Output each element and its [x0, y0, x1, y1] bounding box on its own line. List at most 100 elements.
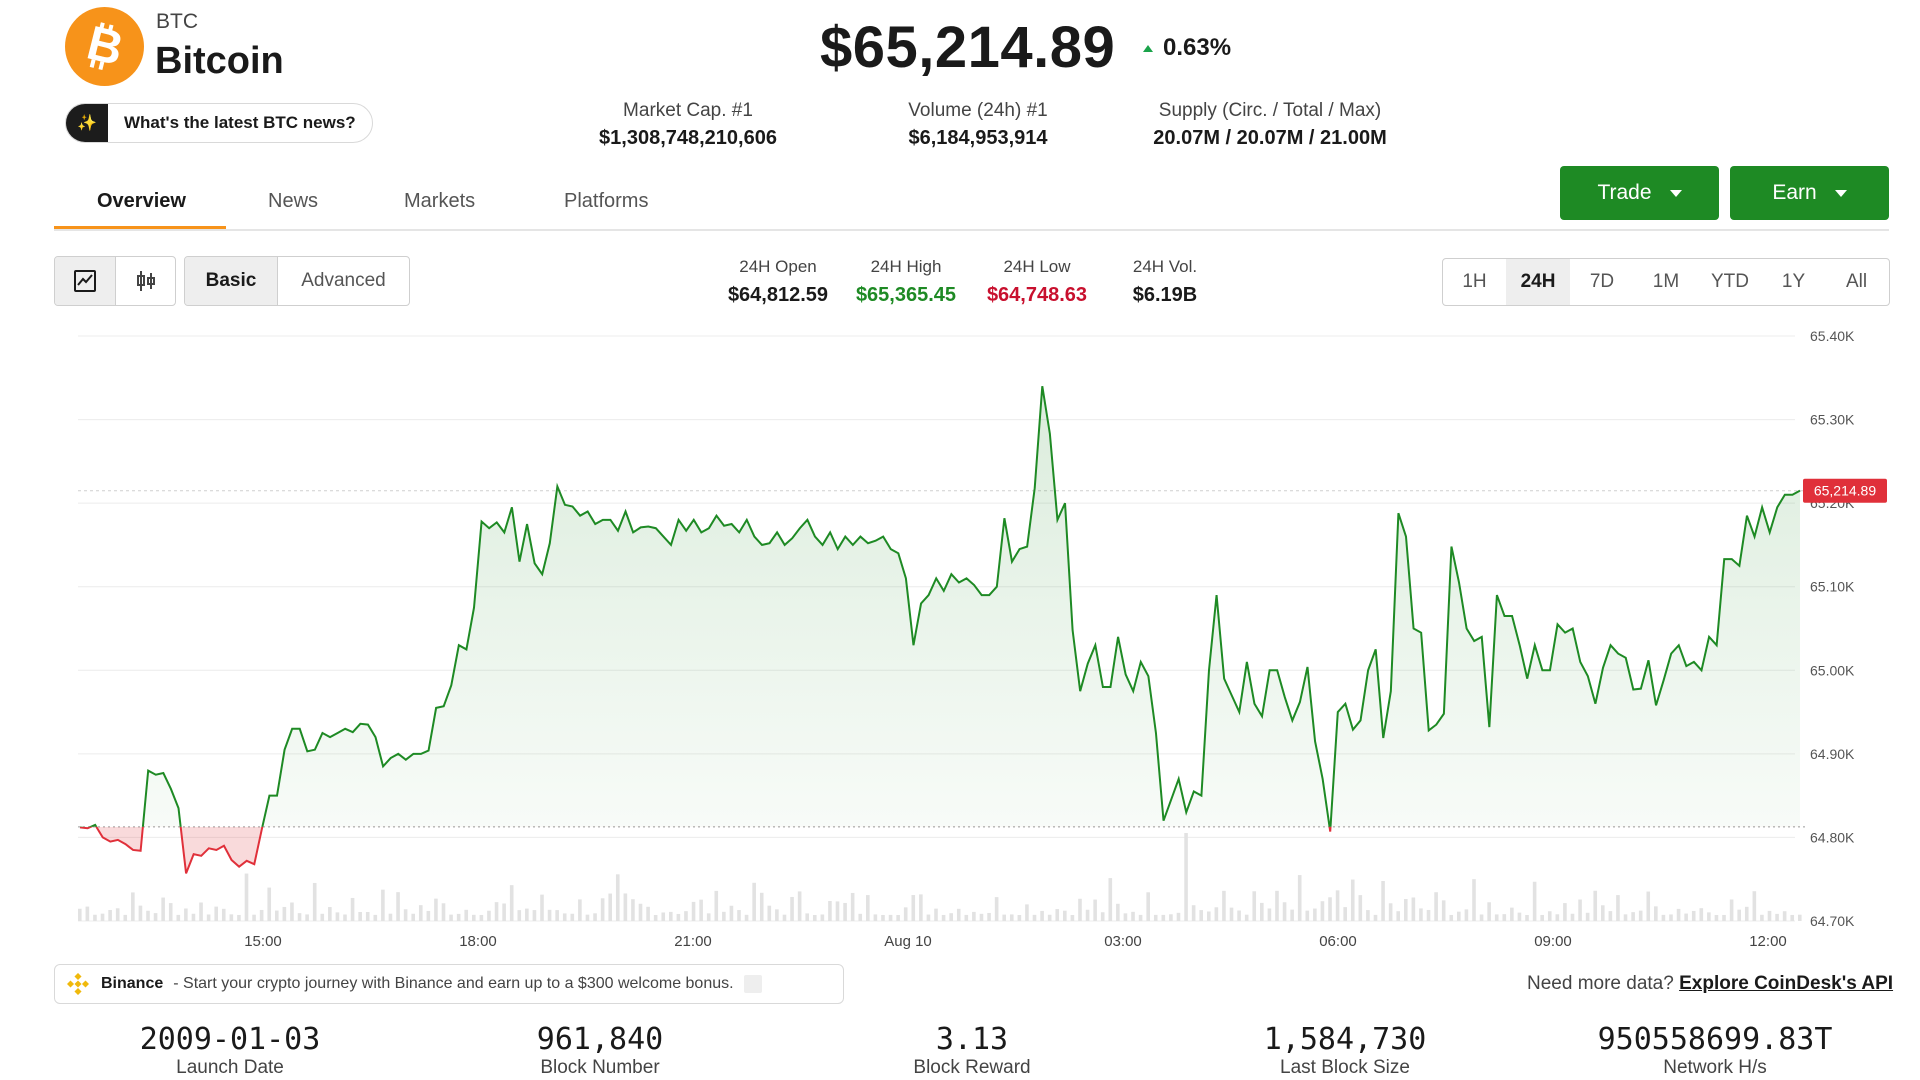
volume-bar	[176, 914, 181, 921]
volume-bar	[335, 912, 340, 921]
news-prompt-button[interactable]: ✨ What's the latest BTC news?	[65, 103, 373, 143]
volume-bar	[1343, 907, 1347, 921]
tab-overview[interactable]: Overview	[97, 190, 186, 212]
volume-bar	[979, 913, 984, 921]
promo-banner[interactable]: Binance - Start your crypto journey with…	[54, 964, 844, 1004]
volume-bar	[1222, 890, 1226, 921]
volume-bar	[676, 913, 681, 921]
volume-bar	[214, 906, 218, 921]
volume-bar	[669, 911, 673, 921]
volume-bar	[615, 874, 620, 921]
price-chart[interactable]: 65.40K65.30K65.20K65.10K65.00K64.90K64.8…	[0, 0, 1920, 960]
volume-bar	[1494, 914, 1499, 921]
mode-basic[interactable]: Basic	[185, 257, 278, 305]
range-7d[interactable]: 7D	[1589, 271, 1615, 292]
volume-bar	[1055, 909, 1060, 921]
volume-bar	[365, 912, 370, 921]
candlestick-button[interactable]	[116, 257, 175, 305]
current-price-badge	[1803, 478, 1887, 503]
coin-ticker: BTC	[156, 10, 198, 33]
summary-value: $64,748.63	[986, 284, 1088, 306]
volume-bar	[1388, 903, 1393, 921]
volume-bar	[1366, 910, 1370, 921]
price-change-value: 0.63%	[1163, 34, 1232, 61]
price-change: 0.63%	[1143, 34, 1231, 62]
volume-bar	[1517, 912, 1522, 921]
volume-bar	[972, 911, 976, 921]
binance-icon	[67, 973, 89, 995]
volume-bar	[1411, 897, 1416, 921]
x-tick-label: 09:00	[1534, 933, 1572, 950]
volume-bar	[828, 901, 832, 921]
volume-bar	[903, 907, 908, 921]
promo-brand: Binance	[101, 975, 164, 992]
range-1m[interactable]: 1M	[1652, 271, 1680, 292]
volume-bar	[464, 909, 469, 921]
volume-bar	[600, 898, 605, 921]
stat-value: 20.07M / 20.07M / 21.00M	[1153, 127, 1387, 149]
volume-bar	[1563, 903, 1567, 921]
trade-button[interactable]: Trade	[1560, 166, 1719, 220]
volume-bar	[737, 910, 741, 921]
volume-bar	[221, 908, 226, 921]
range-all[interactable]: All	[1845, 271, 1868, 292]
bitcoin-symbol-icon: B	[82, 20, 128, 74]
summary-low: 24H Low $64,748.63	[978, 257, 1096, 307]
summary-high: 24H High $65,365.45	[848, 257, 964, 307]
fact-label: Last Block Size	[1280, 1057, 1410, 1078]
volume-bar	[123, 914, 128, 921]
volume-bar	[441, 903, 446, 921]
api-link[interactable]: Explore CoinDesk's API	[1679, 973, 1894, 994]
volume-bar	[623, 893, 628, 921]
mode-advanced[interactable]: Advanced	[301, 270, 386, 291]
volume-bar	[1244, 914, 1249, 921]
page-tabs: Overview News Markets Platforms	[54, 182, 1889, 231]
volume-bar	[994, 897, 999, 921]
volume-bar	[479, 914, 484, 921]
price-area-down	[80, 826, 1800, 874]
line-chart-button[interactable]	[55, 257, 116, 305]
range-ytd[interactable]: YTD	[1711, 271, 1749, 292]
summary-value: $65,365.45	[855, 284, 957, 306]
volume-bar	[1669, 914, 1673, 921]
volume-bar	[1350, 879, 1355, 921]
volume-bar	[782, 914, 787, 921]
volume-bar	[1335, 890, 1340, 921]
range-24h[interactable]: 24H	[1506, 259, 1570, 305]
range-1h[interactable]: 1H	[1462, 271, 1487, 292]
tab-news[interactable]: News	[268, 190, 319, 212]
volume-bar	[191, 913, 196, 921]
y-tick-label: 64.90K	[1810, 746, 1855, 762]
volume-bar	[350, 897, 355, 921]
volume-bar	[487, 910, 491, 921]
volume-bar	[1441, 900, 1446, 921]
volume-bar	[1040, 910, 1044, 921]
volume-bar	[843, 902, 847, 921]
volume-bar	[1608, 911, 1613, 921]
volume-bar	[1403, 899, 1408, 921]
volume-bar	[767, 905, 772, 921]
volume-bar	[752, 882, 756, 921]
volume-bar	[1616, 895, 1620, 921]
volume-bar	[1267, 908, 1272, 921]
volume-bar	[896, 914, 900, 921]
volume-bar	[911, 895, 916, 921]
fact-launch-date: 2009-01-03 Launch Date	[100, 1022, 360, 1079]
volume-bar	[100, 913, 105, 921]
volume-bar	[1449, 914, 1454, 921]
trade-label: Trade	[1597, 181, 1652, 204]
volume-bar	[1525, 914, 1529, 921]
volume-bar	[578, 899, 582, 921]
volume-bar	[532, 910, 537, 921]
volume-bar	[1100, 912, 1105, 921]
range-1y[interactable]: 1Y	[1781, 271, 1806, 292]
tab-markets[interactable]: Markets	[404, 190, 476, 212]
tab-platforms[interactable]: Platforms	[564, 190, 649, 212]
volume-bar	[456, 913, 461, 921]
volume-bar	[509, 885, 514, 921]
volume-bar	[525, 908, 529, 921]
earn-button[interactable]: Earn	[1730, 166, 1889, 220]
volume-bar	[78, 908, 82, 921]
y-tick-label: 65.10K	[1810, 579, 1855, 595]
price-line-up	[80, 385, 1801, 827]
